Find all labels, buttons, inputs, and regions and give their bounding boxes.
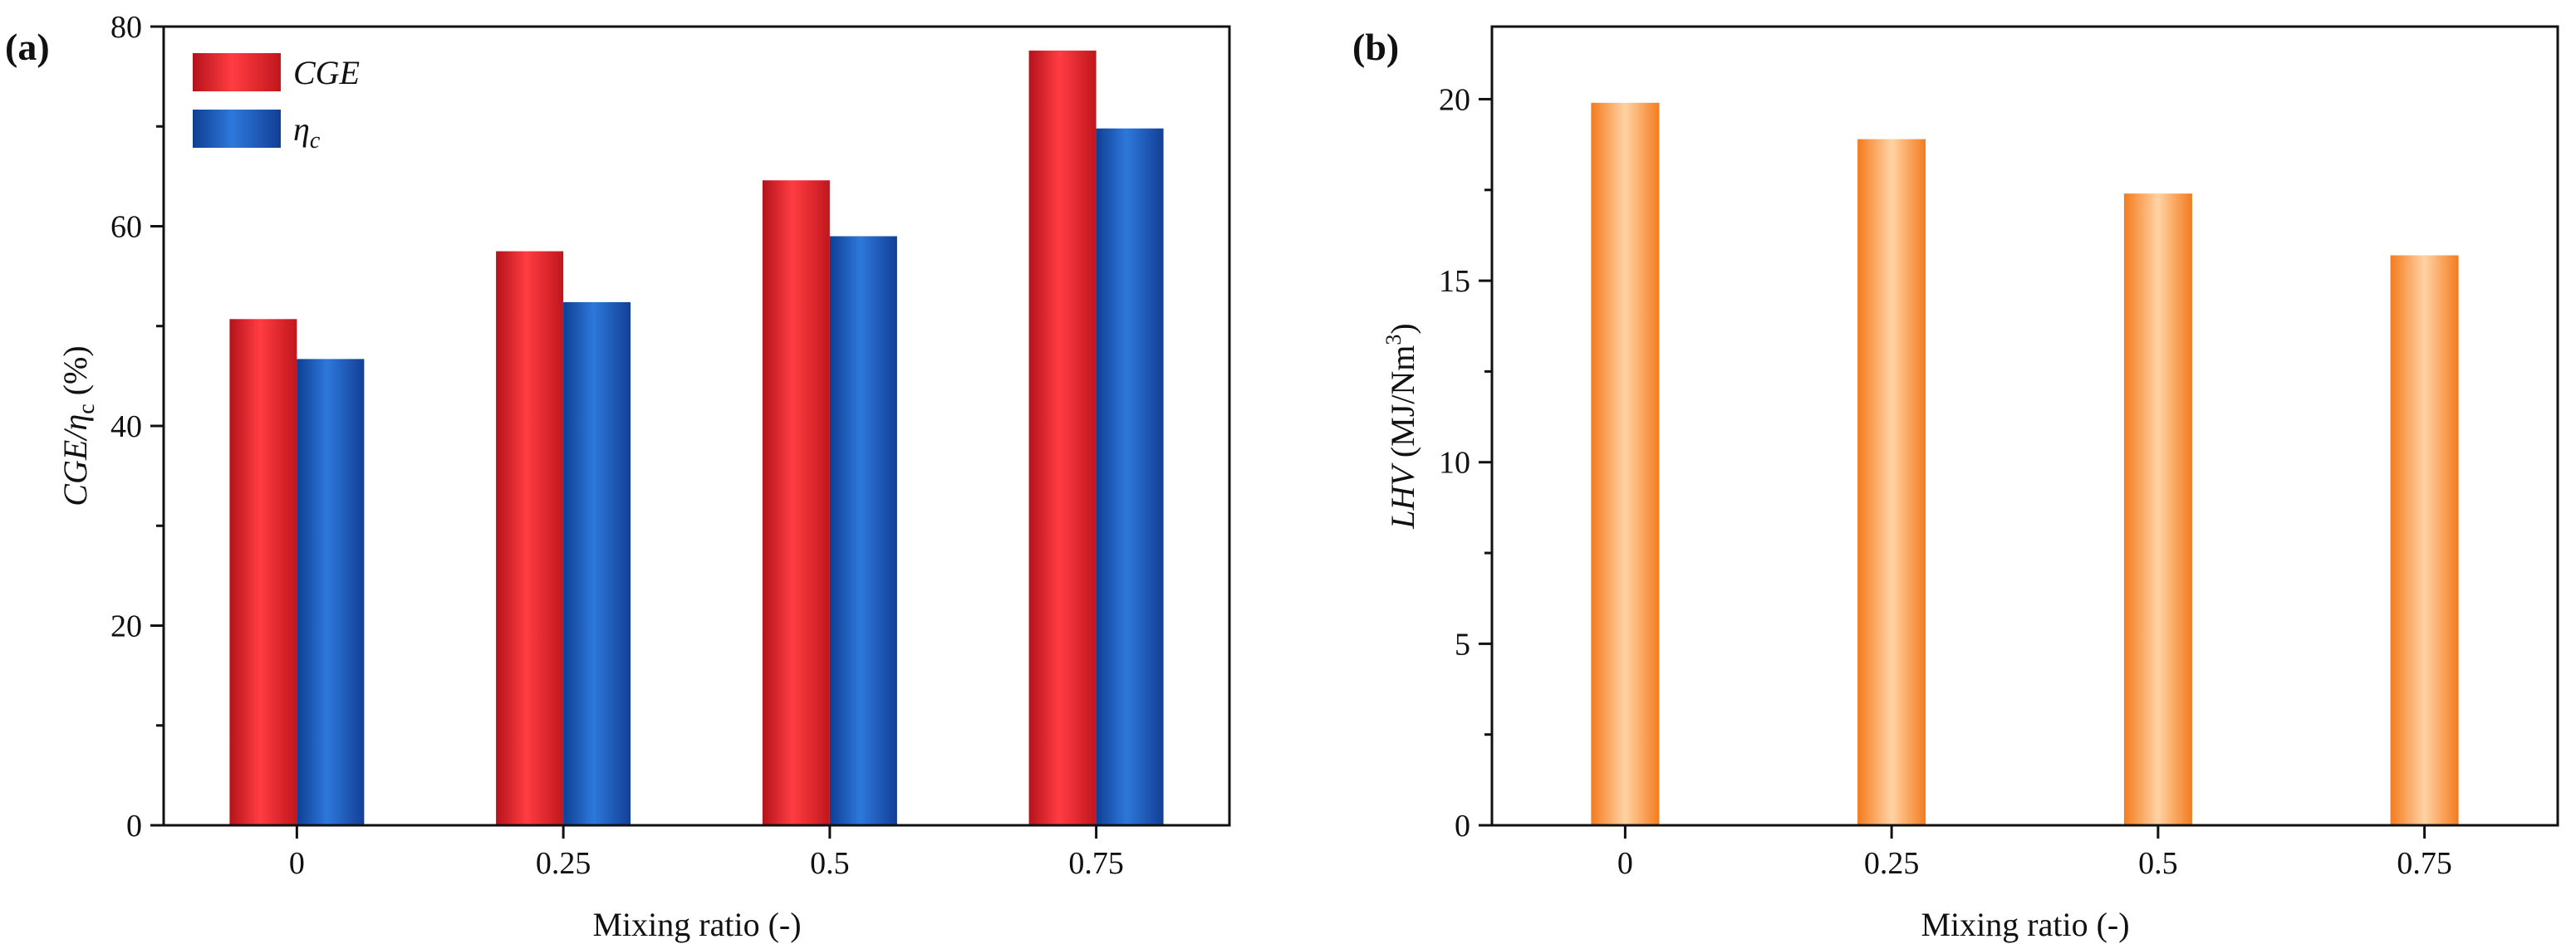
y-tick-label: 10 xyxy=(1439,446,1470,481)
bar-cge-0p5 xyxy=(762,180,830,825)
x-tick-label: 0.5 xyxy=(2138,846,2178,881)
y-tick-label: 20 xyxy=(1439,82,1470,117)
panel-b-y-ticks: 0 5 10 15 20 xyxy=(1439,82,1492,844)
bar-cge-0 xyxy=(229,319,297,825)
panel-b: (b) 0 5 10 15 20 0 0.25 0.5 0.75 Mixing ratio (… xyxy=(1352,25,2559,943)
y-tick-label: 15 xyxy=(1439,264,1470,299)
panel-b-letter: (b) xyxy=(1352,26,1399,68)
x-tick-label: 0.75 xyxy=(1068,846,1124,881)
y-tick-label: 5 xyxy=(1455,627,1470,662)
bar-lhv-0p5 xyxy=(2123,193,2192,826)
x-tick-label: 0.75 xyxy=(2397,846,2452,881)
bar-lhv-0p25 xyxy=(1857,139,1926,826)
x-tick-label: 0 xyxy=(289,846,305,881)
bar-lhv-0 xyxy=(1591,102,1660,826)
panel-b-x-ticks: 0 0.25 0.5 0.75 xyxy=(1617,825,2452,881)
bar-lhv-0p75 xyxy=(2390,255,2459,825)
x-tick-label: 0 xyxy=(1617,846,1633,881)
panel-b-x-axis-label: Mixing ratio (-) xyxy=(1921,906,2129,943)
legend-label-eta-c: ηc xyxy=(293,110,321,154)
panel-b-plot-frame xyxy=(1490,25,2559,827)
y-tick-label: 0 xyxy=(1455,809,1470,844)
x-tick-label: 0.25 xyxy=(536,846,591,881)
panel-b-y-axis-label: LHV (MJ/Nm3) xyxy=(1381,323,1421,529)
legend-label-cge: CGE xyxy=(293,54,360,91)
panel-a-y-axis-label: CGE/ηc (%) xyxy=(56,345,100,506)
legend: CGE ηc xyxy=(193,53,360,154)
legend-swatch-eta-c xyxy=(193,110,281,148)
panel-a-bars xyxy=(229,50,1164,826)
x-tick-label: 0.25 xyxy=(1864,846,1920,881)
panel-a-y-ticks: 0 20 40 60 80 xyxy=(110,10,164,844)
legend-swatch-cge xyxy=(193,53,281,91)
panel-a-x-axis-label: Mixing ratio (-) xyxy=(592,906,801,943)
x-tick-label: 0.5 xyxy=(810,846,850,881)
bar-cge-0p25 xyxy=(496,251,564,826)
panel-a-x-ticks: 0 0.25 0.5 0.75 xyxy=(289,825,1124,881)
bar--c-0p75 xyxy=(1096,128,1164,825)
bar--c-0 xyxy=(297,359,365,825)
y-tick-label: 40 xyxy=(110,409,142,444)
panel-a-letter: (a) xyxy=(5,26,50,68)
bar--c-0p5 xyxy=(829,236,897,825)
bar--c-0p25 xyxy=(563,301,631,825)
bar-cge-0p75 xyxy=(1028,50,1097,825)
y-tick-label: 60 xyxy=(110,210,142,245)
y-tick-label: 20 xyxy=(110,609,142,644)
panel-a: (a) 0 20 40 60 80 0 0.25 0.5 0.75 CGE ηc Mixing… xyxy=(5,10,1231,943)
y-tick-label: 80 xyxy=(110,10,142,45)
y-tick-label: 0 xyxy=(126,809,142,844)
panel-b-bars xyxy=(1591,102,2459,826)
